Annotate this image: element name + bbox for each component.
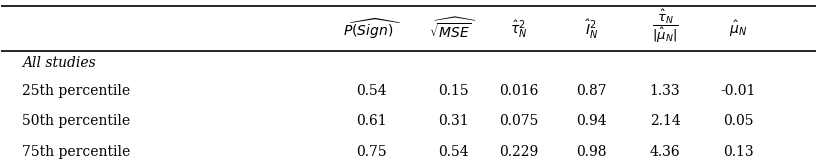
Text: 0.94: 0.94 (576, 114, 607, 128)
Text: 2.14: 2.14 (650, 114, 681, 128)
Text: 0.075: 0.075 (498, 114, 538, 128)
Text: 0.016: 0.016 (498, 84, 538, 98)
Text: $\hat{\mu}_N$: $\hat{\mu}_N$ (729, 19, 748, 39)
Text: 0.229: 0.229 (499, 145, 538, 159)
Text: 0.54: 0.54 (356, 84, 387, 98)
Text: All studies: All studies (22, 56, 96, 70)
Text: $\widehat{P(Sign)}$: $\widehat{P(Sign)}$ (343, 17, 401, 42)
Text: 1.33: 1.33 (650, 84, 681, 98)
Text: 4.36: 4.36 (650, 145, 681, 159)
Text: $\hat{I}^2_N$: $\hat{I}^2_N$ (585, 17, 598, 41)
Text: 0.05: 0.05 (723, 114, 753, 128)
Text: 0.87: 0.87 (576, 84, 607, 98)
Text: 25th percentile: 25th percentile (22, 84, 130, 98)
Text: 0.15: 0.15 (438, 84, 469, 98)
Text: 0.31: 0.31 (438, 114, 469, 128)
Text: $\widehat{\sqrt{MSE}}$: $\widehat{\sqrt{MSE}}$ (429, 17, 477, 42)
Text: $\hat{\tau}^2_N$: $\hat{\tau}^2_N$ (510, 18, 527, 40)
Text: -0.01: -0.01 (721, 84, 756, 98)
Text: 0.61: 0.61 (356, 114, 387, 128)
Text: $\dfrac{\hat{\tau}_N}{|\hat{\mu}_N|}$: $\dfrac{\hat{\tau}_N}{|\hat{\mu}_N|}$ (652, 7, 678, 45)
Text: 0.54: 0.54 (438, 145, 469, 159)
Text: 0.75: 0.75 (356, 145, 387, 159)
Text: 50th percentile: 50th percentile (22, 114, 130, 128)
Text: 0.13: 0.13 (723, 145, 753, 159)
Text: 75th percentile: 75th percentile (22, 145, 130, 159)
Text: 0.98: 0.98 (577, 145, 607, 159)
